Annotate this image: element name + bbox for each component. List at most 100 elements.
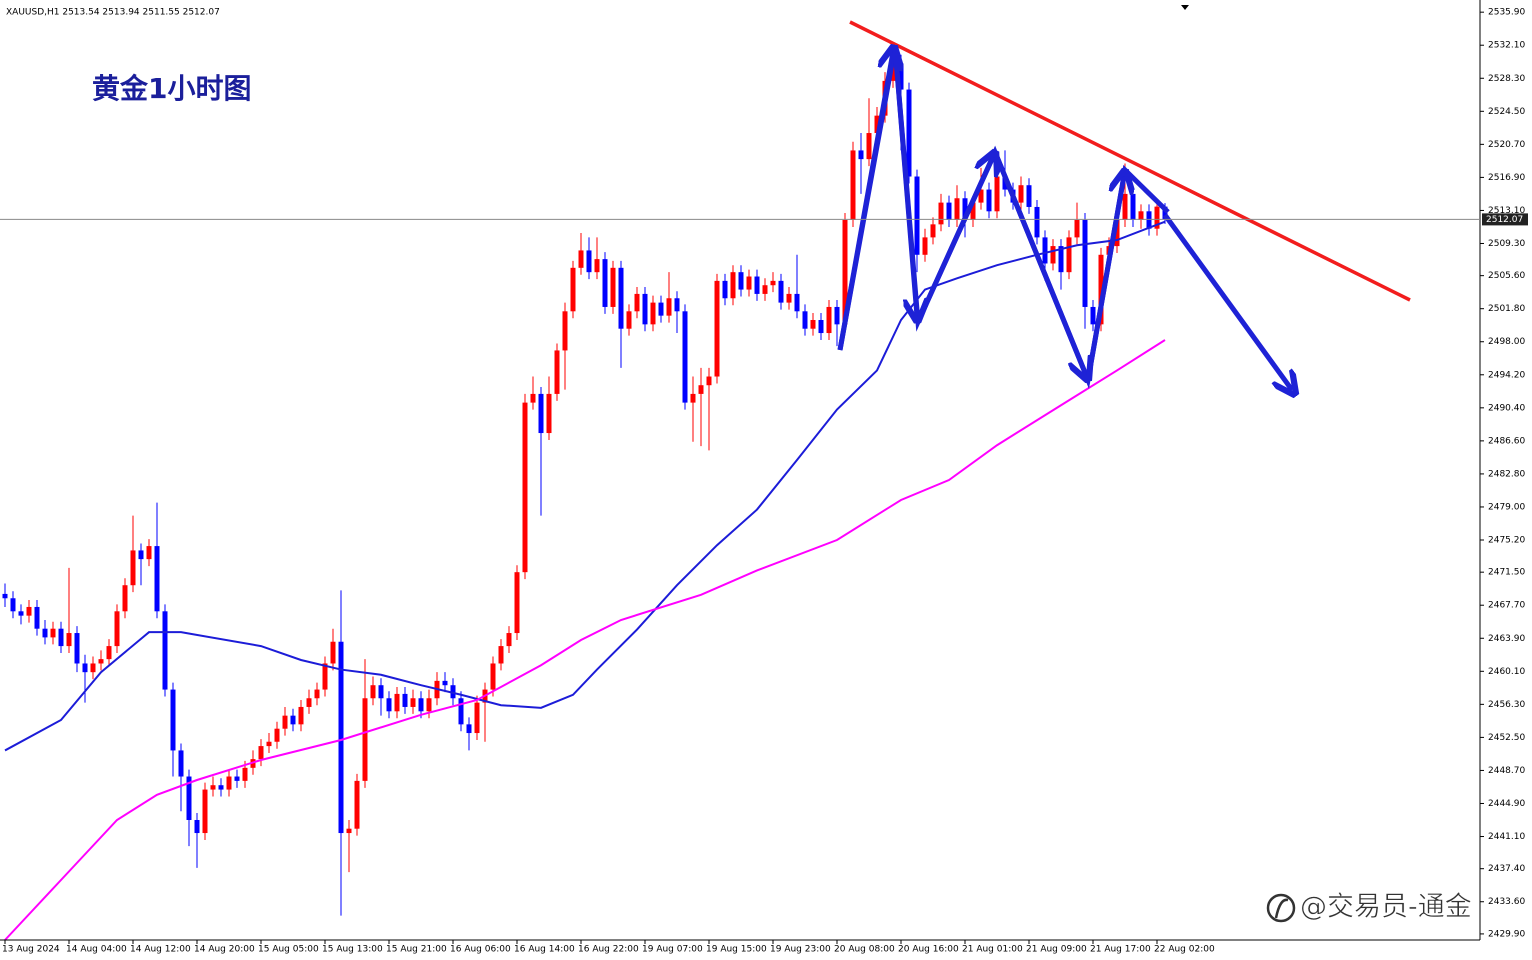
moving-average-line bbox=[4, 339, 1166, 941]
candle-body bbox=[58, 628, 64, 647]
candle-body bbox=[1162, 206, 1168, 220]
candle-body bbox=[618, 267, 624, 329]
candle-body bbox=[106, 646, 112, 660]
trend-line bbox=[849, 20, 1411, 302]
candle-body bbox=[530, 393, 536, 403]
candle-body bbox=[130, 550, 136, 586]
candle-body bbox=[634, 293, 640, 312]
candle-body bbox=[162, 611, 168, 690]
candle-body bbox=[818, 320, 824, 334]
candle-body bbox=[218, 785, 224, 790]
candle-body bbox=[330, 641, 336, 664]
candle-body bbox=[290, 715, 296, 725]
candle-body bbox=[986, 189, 992, 212]
arrow bbox=[892, 46, 917, 316]
candle-body bbox=[18, 611, 24, 616]
candle-body bbox=[506, 633, 512, 647]
x-tick-label: 14 Aug 04:00 bbox=[66, 945, 127, 955]
candle-body bbox=[138, 550, 144, 560]
candle-body bbox=[50, 628, 56, 638]
candles bbox=[2, 46, 1168, 941]
candle-body bbox=[498, 646, 504, 664]
y-tick-label: 2479.00 bbox=[1488, 502, 1525, 512]
candle-body bbox=[1066, 237, 1072, 273]
candle-body bbox=[458, 698, 464, 725]
candle-body bbox=[554, 350, 560, 394]
candle-body bbox=[426, 698, 432, 712]
candle-body bbox=[1114, 220, 1120, 247]
y-tick-label: 2509.30 bbox=[1488, 239, 1525, 249]
candle-body bbox=[650, 302, 656, 325]
candle-body bbox=[386, 698, 392, 712]
candle-body bbox=[282, 715, 288, 729]
candle-body bbox=[1018, 185, 1024, 203]
candle-body bbox=[562, 311, 568, 351]
candle-body bbox=[794, 293, 800, 312]
y-tick-label: 2433.60 bbox=[1488, 897, 1525, 907]
candle-body bbox=[770, 280, 776, 286]
candle-body bbox=[266, 741, 272, 747]
x-tick-label: 19 Aug 15:00 bbox=[706, 945, 767, 955]
candle-body bbox=[154, 546, 160, 612]
candle-body bbox=[122, 585, 128, 612]
candle-body bbox=[786, 293, 792, 303]
candle-body bbox=[962, 198, 968, 220]
candle-body bbox=[682, 311, 688, 403]
candle-body bbox=[858, 150, 864, 160]
candle-body bbox=[842, 220, 848, 325]
y-tick-label: 2498.00 bbox=[1488, 337, 1525, 347]
candle-body bbox=[738, 272, 744, 290]
candle-body bbox=[778, 280, 784, 303]
y-tick-label: 2444.90 bbox=[1488, 799, 1525, 809]
y-tick-label: 2501.80 bbox=[1488, 304, 1525, 314]
candle-body bbox=[1090, 306, 1096, 325]
candle-body bbox=[914, 176, 920, 255]
arrow bbox=[992, 151, 1086, 375]
candle-body bbox=[322, 663, 328, 690]
candle-body bbox=[586, 250, 592, 273]
candle-body bbox=[90, 663, 96, 673]
candle-body bbox=[714, 280, 720, 377]
candle-body bbox=[1074, 220, 1080, 238]
candle-body bbox=[42, 628, 48, 638]
candle-body bbox=[1146, 211, 1152, 229]
y-tick-label: 2456.30 bbox=[1488, 700, 1525, 710]
candle-body bbox=[394, 693, 400, 712]
candle-body bbox=[954, 198, 960, 220]
y-tick-label: 2516.90 bbox=[1488, 173, 1525, 183]
x-tick-label: 14 Aug 20:00 bbox=[194, 945, 255, 955]
candle-body bbox=[898, 63, 904, 90]
candle-body bbox=[698, 385, 704, 394]
y-tick-label: 2535.90 bbox=[1488, 8, 1525, 18]
candle-body bbox=[762, 285, 768, 294]
candle-body bbox=[970, 202, 976, 220]
candle-body bbox=[978, 189, 984, 203]
y-tick-label: 2524.50 bbox=[1488, 107, 1525, 117]
y-tick-label: 2471.50 bbox=[1488, 568, 1525, 578]
chart-header: XAUUSD,H1 2513.54 2513.94 2511.55 2512.0… bbox=[6, 8, 220, 18]
arrow bbox=[1085, 176, 1124, 381]
arrow bbox=[837, 52, 893, 351]
candle-body bbox=[234, 776, 240, 781]
y-tick-label: 2437.40 bbox=[1488, 864, 1525, 874]
y-tick-label: 2475.20 bbox=[1488, 536, 1525, 546]
candle-body bbox=[242, 767, 248, 781]
candle-body bbox=[1130, 193, 1136, 220]
candle-body bbox=[522, 402, 528, 573]
current-price-box bbox=[1482, 213, 1528, 226]
candle-body bbox=[178, 750, 184, 777]
moving-average-line bbox=[4, 220, 1166, 752]
candle-body bbox=[146, 546, 152, 560]
x-tick-label: 15 Aug 13:00 bbox=[322, 945, 383, 955]
candle-body bbox=[450, 685, 456, 699]
arrow bbox=[915, 157, 993, 324]
candle-body bbox=[194, 820, 200, 834]
candle-body bbox=[10, 598, 16, 612]
y-tick-label: 2429.90 bbox=[1488, 929, 1525, 939]
candle-body bbox=[666, 298, 672, 316]
candle-body bbox=[274, 728, 280, 742]
y-tick-label: 2448.70 bbox=[1488, 766, 1525, 776]
y-tick-label: 2482.80 bbox=[1488, 469, 1525, 479]
candle-body bbox=[226, 776, 232, 790]
